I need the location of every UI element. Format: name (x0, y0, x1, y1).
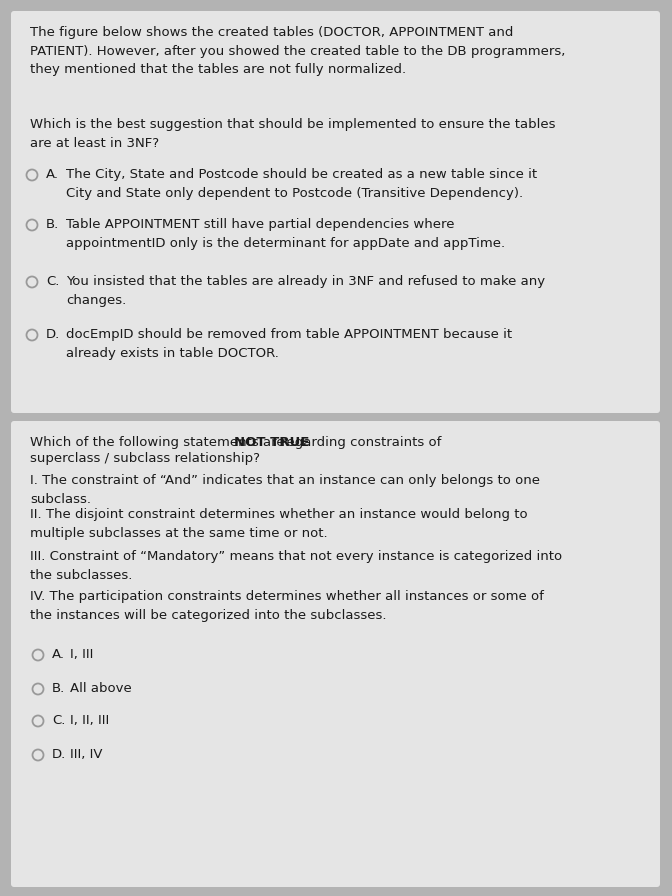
Text: NOT TRUE: NOT TRUE (235, 436, 310, 449)
Text: B.: B. (46, 218, 59, 231)
Text: The City, State and Postcode should be created as a new table since it
City and : The City, State and Postcode should be c… (66, 168, 537, 200)
Text: D.: D. (52, 748, 67, 761)
Text: III, IV: III, IV (70, 748, 103, 761)
Text: III. Constraint of “Mandatory” means that not every instance is categorized into: III. Constraint of “Mandatory” means tha… (30, 550, 562, 582)
Text: Table APPOINTMENT still have partial dependencies where
appointmentID only is th: Table APPOINTMENT still have partial dep… (66, 218, 505, 249)
Text: A.: A. (46, 168, 59, 181)
Text: All above: All above (70, 682, 132, 695)
Text: I. The constraint of “And” indicates that an instance can only belongs to one
su: I. The constraint of “And” indicates tha… (30, 474, 540, 505)
Text: Which is the best suggestion that should be implemented to ensure the tables
are: Which is the best suggestion that should… (30, 118, 556, 150)
Text: C.: C. (46, 275, 59, 288)
Text: D.: D. (46, 328, 60, 341)
Text: The figure below shows the created tables (DOCTOR, APPOINTMENT and
PATIENT). How: The figure below shows the created table… (30, 26, 565, 76)
Text: IV. The participation constraints determines whether all instances or some of
th: IV. The participation constraints determ… (30, 590, 544, 622)
Text: B.: B. (52, 682, 65, 695)
Text: regarding constraints of: regarding constraints of (278, 436, 442, 449)
FancyBboxPatch shape (11, 421, 660, 887)
Text: I, II, III: I, II, III (70, 714, 110, 727)
Text: II. The disjoint constraint determines whether an instance would belong to
multi: II. The disjoint constraint determines w… (30, 508, 528, 539)
Text: I, III: I, III (70, 648, 93, 661)
Text: Which of the following statements are: Which of the following statements are (30, 436, 289, 449)
Text: C.: C. (52, 714, 65, 727)
FancyBboxPatch shape (11, 11, 660, 413)
Text: You insisted that the tables are already in 3NF and refused to make any
changes.: You insisted that the tables are already… (66, 275, 545, 306)
Text: docEmpID should be removed from table APPOINTMENT because it
already exists in t: docEmpID should be removed from table AP… (66, 328, 512, 359)
Text: A.: A. (52, 648, 65, 661)
Text: superclass / subclass relationship?: superclass / subclass relationship? (30, 452, 260, 465)
